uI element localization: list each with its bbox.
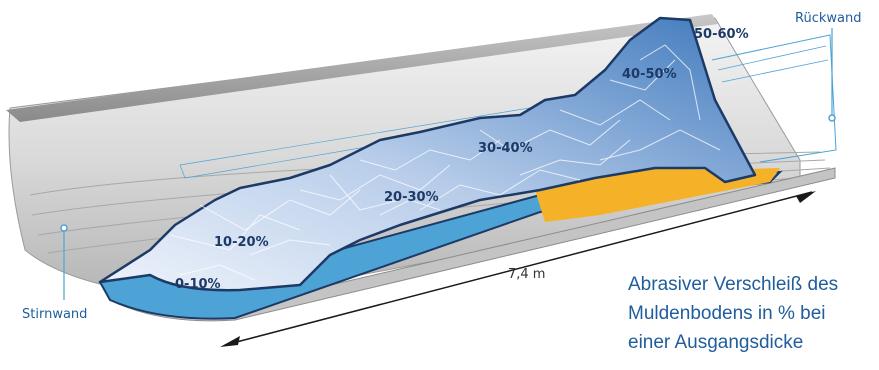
zone-label-20-30: 20-30% <box>384 190 439 205</box>
arrow-left-icon <box>220 336 240 347</box>
wear-surface <box>98 16 757 292</box>
length-label: 7,4 m <box>508 267 545 282</box>
caption-line-2: Muldenbodens in % bei <box>628 303 826 324</box>
arrow-right-icon <box>796 191 816 203</box>
front-wall-label: Stirnwand <box>22 307 87 322</box>
rear-wall-outline <box>711 34 837 163</box>
zone-label-50-60: 50-60% <box>694 27 749 42</box>
top-rim <box>6 14 718 122</box>
callouts <box>60 28 836 300</box>
floor-wear-high <box>535 168 780 222</box>
length-dimension: 7,4 m <box>220 191 816 347</box>
caption-line-3: einer Ausgangsdicke <box>628 332 804 353</box>
rear-wall-label: Rückwand <box>795 11 861 26</box>
wear-profile <box>98 16 783 320</box>
zone-label-10-20: 10-20% <box>214 235 269 250</box>
zone-label-30-40: 30-40% <box>478 141 533 156</box>
zone-label-40-50: 40-50% <box>622 67 677 82</box>
caption: Abrasiver Verschleiß des Muldenbodens in… <box>628 270 878 357</box>
caption-line-1: Abrasiver Verschleiß des <box>628 274 839 295</box>
zone-label-0-10: 0-10% <box>175 277 221 292</box>
